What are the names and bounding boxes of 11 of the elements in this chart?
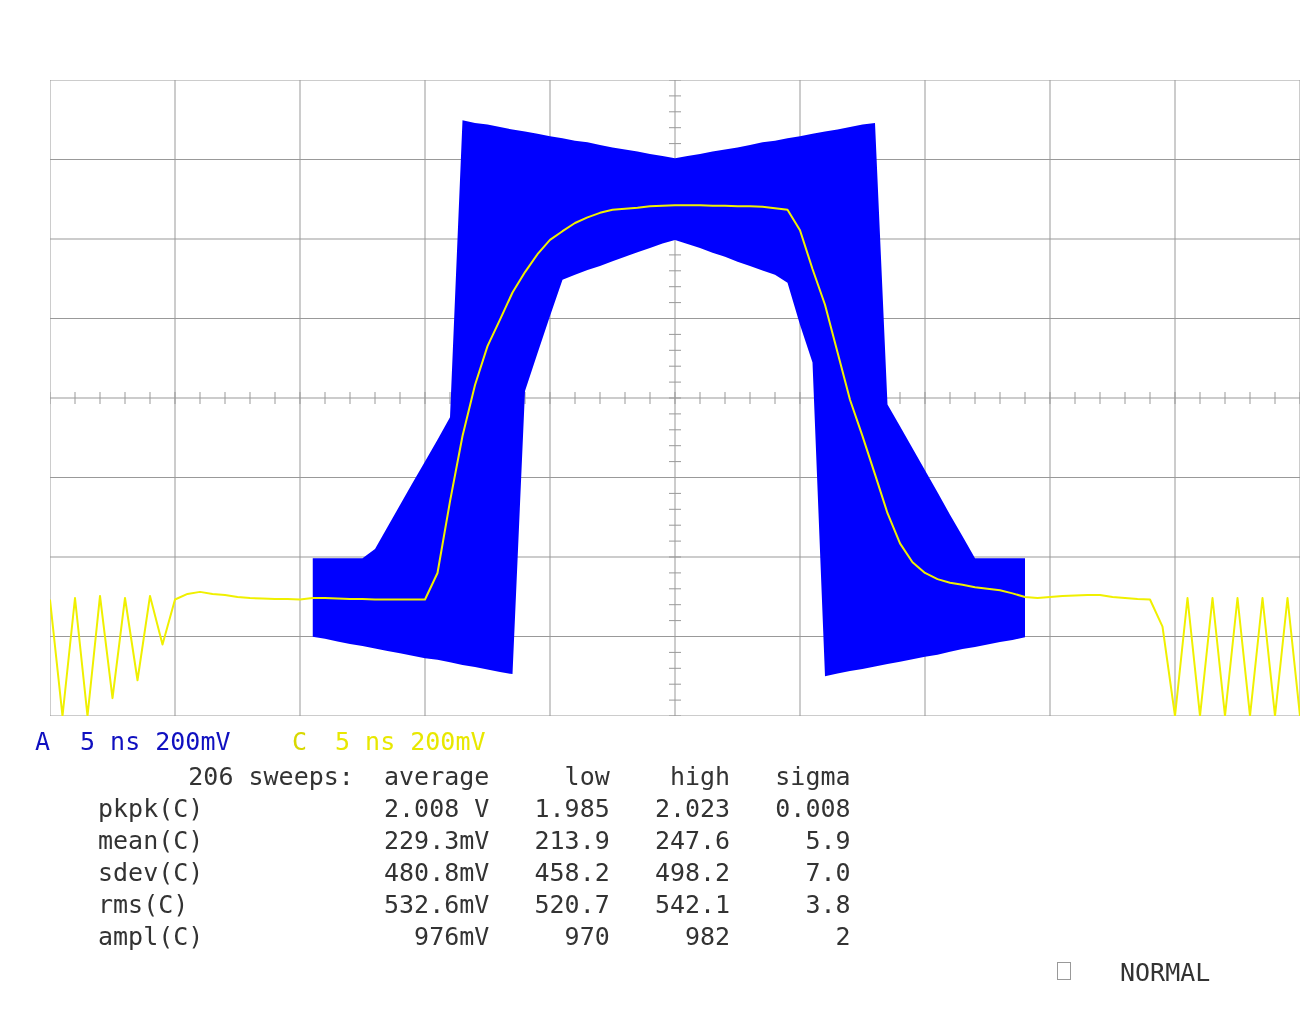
text: sdev(C) 480.8mV 458.2 498.2 7.0 [98, 857, 851, 889]
text: ampl(C) 976mV 970 982 2 [98, 921, 851, 953]
text: pkpk(C) 2.008 V 1.985 2.023 0.008 [98, 793, 851, 825]
text: C [292, 726, 308, 758]
text: 206 sweeps: average low high sigma [187, 761, 851, 793]
text: 5 ns 200mV [335, 726, 486, 758]
text: A [35, 726, 51, 758]
text: 5 ns 200mV [80, 726, 231, 758]
text: NORMAL [1120, 957, 1211, 989]
text: mean(C) 229.3mV 213.9 247.6 5.9 [98, 825, 851, 857]
text: rms(C) 532.6mV 520.7 542.1 3.8 [98, 889, 851, 921]
